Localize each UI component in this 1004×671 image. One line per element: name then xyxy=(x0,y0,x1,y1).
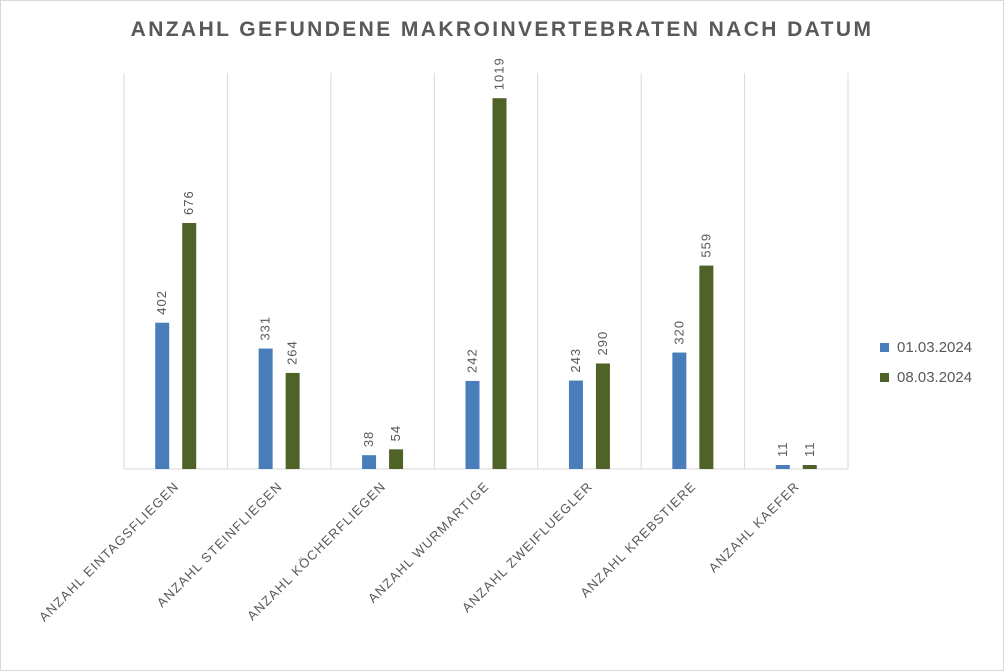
bar-series-2-6 xyxy=(802,464,817,469)
data-label-series-2-2: 54 xyxy=(388,425,403,441)
chart-title: ANZAHL GEFUNDENE MAKROINVERTEBRATEN NACH… xyxy=(130,18,874,41)
bar-series-2-2 xyxy=(389,449,404,469)
legend-swatch-series-1 xyxy=(880,342,889,352)
bar-series-1-4 xyxy=(568,380,583,469)
bar-series-1-0 xyxy=(155,322,170,469)
data-label-series-1-4: 243 xyxy=(568,348,583,373)
legend-label-series-2: 08.03.2024 xyxy=(897,368,973,386)
bar-series-1-2 xyxy=(362,455,377,469)
data-label-series-2-6: 11 xyxy=(802,441,817,457)
legend-item-series-1: 01.03.2024 xyxy=(880,332,972,362)
bar-series-2-5 xyxy=(699,265,714,469)
legend-label-series-1: 01.03.2024 xyxy=(897,338,973,356)
bar-series-1-6 xyxy=(775,464,790,469)
data-label-series-1-2: 38 xyxy=(361,431,376,447)
data-label-series-2-4: 290 xyxy=(595,331,610,356)
bar-series-1-1 xyxy=(258,348,273,469)
data-label-series-1-0: 402 xyxy=(154,290,169,315)
bar-series-2-4 xyxy=(595,363,610,469)
category-label-6: ANZAHL KAEFER xyxy=(706,479,803,576)
bar-series-1-3 xyxy=(465,380,480,469)
legend-item-series-2: 08.03.2024 xyxy=(880,362,972,392)
category-label-5: ANZAHL KREBSTIERE xyxy=(577,479,699,601)
data-label-series-2-1: 264 xyxy=(285,340,300,365)
data-label-series-1-6: 11 xyxy=(775,441,790,457)
bar-series-2-0 xyxy=(182,223,197,469)
data-label-series-1-3: 242 xyxy=(465,348,480,373)
data-label-series-1-1: 331 xyxy=(258,316,273,341)
category-label-3: ANZAHL WURMARTIGE xyxy=(365,479,492,606)
data-label-series-2-0: 676 xyxy=(181,190,196,215)
legend-swatch-series-2 xyxy=(880,372,889,382)
bar-series-2-3 xyxy=(492,98,507,470)
bar-series-1-5 xyxy=(672,352,687,469)
bar-series-2-1 xyxy=(285,372,300,469)
data-label-series-1-5: 320 xyxy=(671,320,686,345)
data-label-series-2-5: 559 xyxy=(698,233,713,258)
legend: 01.03.2024 08.03.2024 xyxy=(880,332,972,392)
data-label-series-2-3: 1019 xyxy=(492,57,507,90)
